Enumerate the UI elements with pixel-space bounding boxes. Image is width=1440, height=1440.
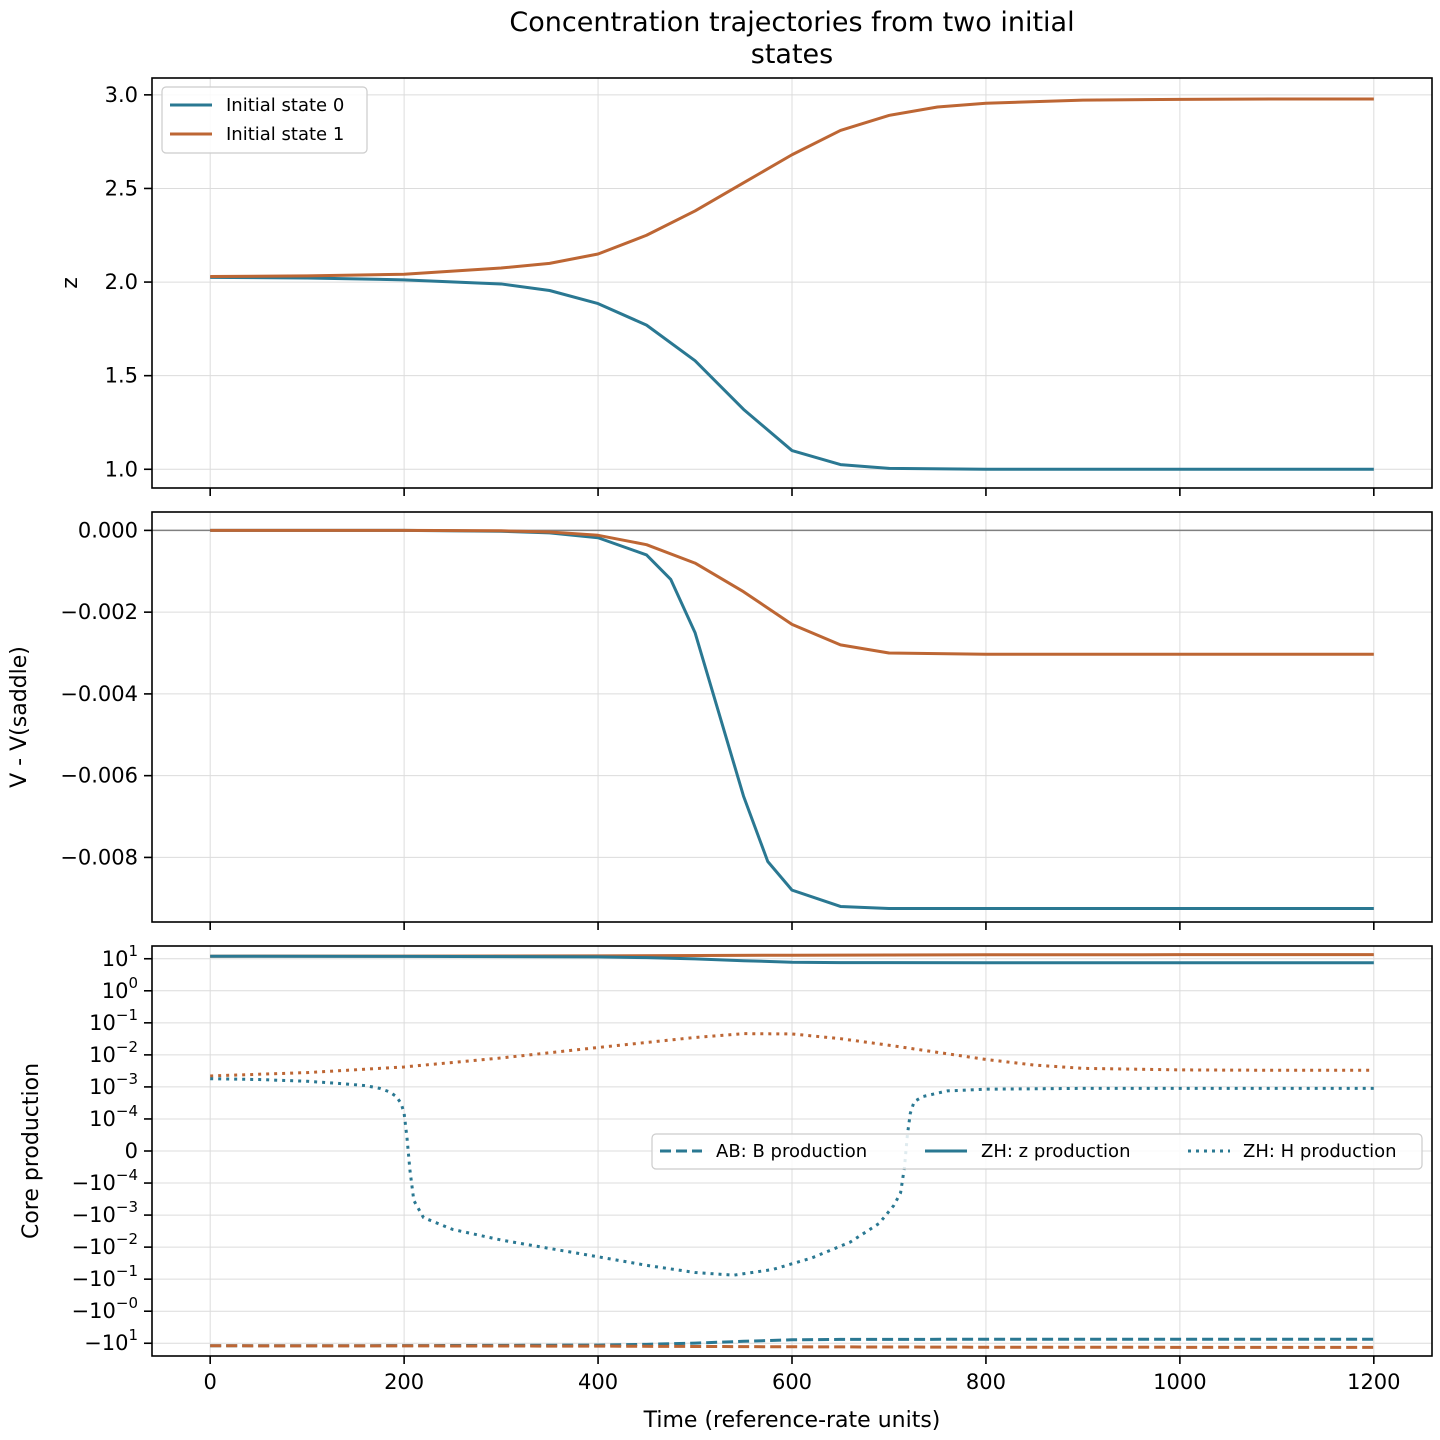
top-panel-z: 1.0 1.5 2.0 2.5 3.0 [105,77,1433,496]
x-tick-label: 1200 [1347,1370,1400,1394]
y-tick-label: −0.006 [60,764,138,788]
middle-panel-ylabel: V - V(saddle) [7,646,32,788]
x-tick-label: 800 [966,1370,1006,1394]
y-tick-label: 10−3 [89,1070,138,1099]
y-tick-label: 1.5 [105,364,138,388]
legend-label-state1: Initial state 1 [226,124,344,145]
series-line-initial-state-1-1 [210,528,1374,656]
y-tick-label: 10−4 [89,1102,138,1131]
y-tick-label: −10−4 [72,1166,138,1195]
y-tick-label: −10−2 [72,1230,138,1259]
y-tick-label: −10−1 [72,1262,138,1291]
legend-label-b-production: AB: B production [716,1141,867,1162]
y-tick-label: 1.0 [105,457,138,481]
x-tick-label: 400 [578,1370,618,1394]
bottom-panel-legend: AB: B production ZH: z production ZH: H … [651,1133,1423,1170]
top-panel-legend: Initial state 0 Initial state 1 [161,86,368,154]
x-tick-label: 0 [203,1370,216,1394]
series-line-initial-state-1-1 [210,97,1374,278]
bottom-panel-ylabel: Core production [19,1063,44,1239]
y-tick-label: −0.002 [60,600,138,624]
legend-label-z-production: ZH: z production [981,1141,1130,1162]
x-tick-label: 200 [384,1370,424,1394]
x-tick-label: 1000 [1153,1370,1206,1394]
y-tick-label: 2.0 [105,270,138,294]
legend-label-h-production: ZH: H production [1243,1141,1397,1162]
y-tick-label: 10−1 [89,1006,138,1035]
y-tick-label: −0.008 [60,845,138,869]
y-tick-label: 0 [125,1139,138,1163]
y-tick-label: −101 [84,1326,138,1355]
middle-panel-potential: 0.000 −0.002 −0.004 −0.006 −0.008 [60,511,1433,930]
x-tick-label: 600 [772,1370,812,1394]
y-tick-label: 101 [102,942,138,971]
top-panel-ylabel: z [58,277,83,289]
series-line-initial-state-0-0 [210,275,1374,471]
y-tick-label: 3.0 [105,83,138,107]
top-legend-frame [161,86,368,154]
bottom-panel-xlabel: Time (reference-rate units) [643,1408,941,1433]
y-tick-label: 2.5 [105,176,138,200]
chart-title-line-1: Concentration trajectories from two init… [509,7,1074,38]
bottom-legend-frame [651,1133,1423,1170]
legend-label-state0: Initial state 0 [226,95,344,116]
series-line-ab-b-production-5 [210,1344,1374,1349]
y-tick-label: 100 [102,974,138,1003]
y-tick-label: 10−2 [89,1038,138,1067]
y-tick-label: 0.000 [78,518,138,542]
chart-title-line-2: states [751,39,833,70]
y-tick-label: −10−0 [72,1294,138,1323]
y-tick-label: −10−3 [72,1198,138,1227]
bottom-panel-core-production: 0 200 400 600 800 1000 1200 101 100 10−1 10−2 10−3 1… [72,942,1433,1394]
series-line-zh-h-production-2 [210,1032,1374,1078]
y-tick-label: −0.004 [60,682,138,706]
series-line-zh-z-production-1 [210,954,1374,965]
